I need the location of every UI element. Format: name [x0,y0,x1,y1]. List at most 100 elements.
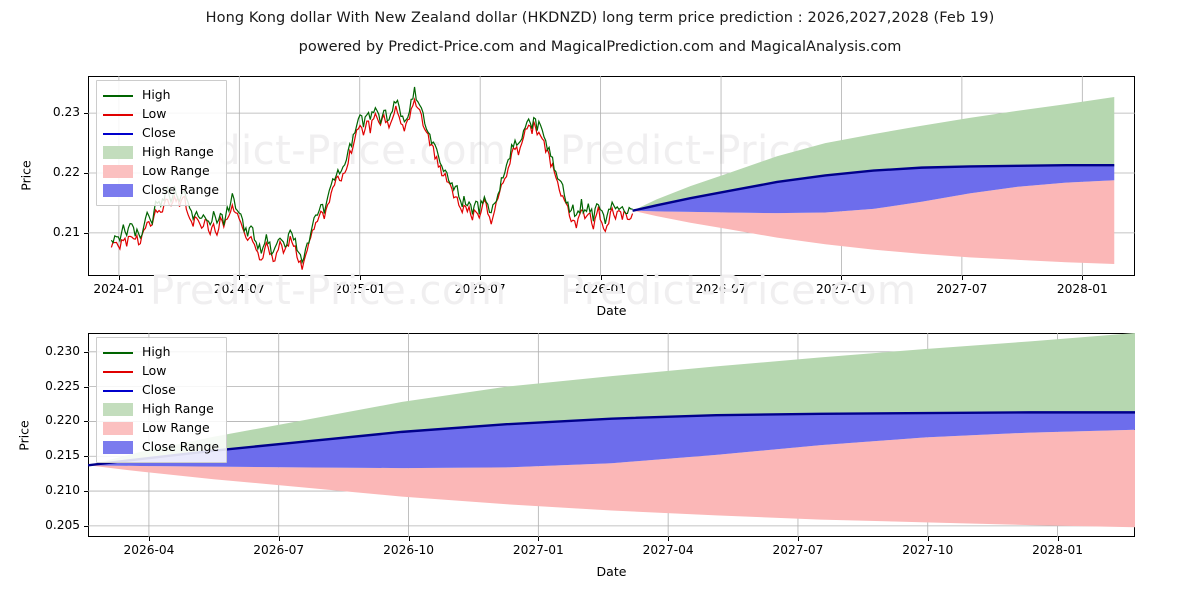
legend-item-label: High Range [142,144,214,160]
legend-item-close[interactable]: Close [103,124,219,143]
top-chart-xtick-mark [118,276,120,280]
top-chart-xtick-mark [841,276,843,280]
high-range-swatch-icon [103,403,133,416]
bottom-chart-xtick-mark [278,537,280,541]
legend-item-label: High [142,87,171,103]
legend-item-low[interactable]: Low [103,362,219,381]
top-chart-xtick-mark [721,276,723,280]
top-chart-xtick-label: 2028-01 [1056,282,1108,296]
bottom-chart-ytick-label: 0.220 [45,413,80,428]
bottom-chart-ytick-mark [84,351,88,353]
bottom-chart-xtick-label: 2027-10 [902,543,954,557]
bottom-chart-xtick-mark [148,537,150,541]
bottom-chart-xlabel: Date [596,564,627,579]
top-chart-xtick-label: 2025-07 [454,282,506,296]
bottom-chart-legend[interactable]: High Low Close High Range Low Range Close Ran… [96,337,227,463]
page-title: Hong Kong dollar With New Zealand dollar… [205,10,995,26]
top-chart-ytick-label: 0.21 [52,224,80,239]
top-chart-xtick-mark [480,276,482,280]
top-chart-xlabel: Date [596,303,627,318]
legend-item-label: Low [142,363,167,379]
high-swatch-icon [103,347,133,359]
bottom-chart-ytick-label: 0.210 [45,483,80,498]
top-chart-xtick-label: 2025-01 [334,282,386,296]
bottom-chart-xtick-label: 2027-04 [642,543,694,557]
bottom-chart-xtick-label: 2026-07 [253,543,305,557]
top-chart-xtick-mark [961,276,963,280]
close-range-swatch-icon [103,184,133,197]
legend-item-close-range[interactable]: Close Range [103,181,219,200]
legend-item-close-range[interactable]: Close Range [103,438,219,457]
legend-item-label: Low [142,106,167,122]
bottom-chart-xtick-mark [668,537,670,541]
high-range-swatch-icon [103,146,133,159]
bottom-chart-ytick-mark [84,456,88,458]
bottom-chart-ytick-label: 0.230 [45,343,80,358]
top-chart-ylabel: Price [18,160,34,191]
legend-item-low-range[interactable]: Low Range [103,162,219,181]
high-swatch-icon [103,90,133,102]
legend-item-high[interactable]: High [103,343,219,362]
top-chart-ytick-mark [84,113,88,115]
legend-item-label: Low Range [142,420,210,436]
top-chart-ytick-label: 0.22 [52,165,80,179]
legend-item-low[interactable]: Low [103,105,219,124]
top-chart-axes [88,76,1135,276]
legend-item-label: Close Range [142,182,219,198]
low-range-swatch-icon [103,165,133,178]
bottom-chart-ytick-label: 0.215 [45,448,80,463]
legend-item-label: High Range [142,401,214,417]
legend-item-low-range[interactable]: Low Range [103,419,219,438]
legend-item-label: Close [142,382,176,398]
bottom-chart-xtick-label: 2026-10 [383,543,434,557]
bottom-chart-ytick-label: 0.225 [45,378,80,393]
bottom-chart-ytick-label: 0.205 [45,517,80,532]
top-chart-xtick-label: 2027-07 [936,282,988,296]
legend-item-high-range[interactable]: High Range [103,400,219,419]
bottom-chart-xtick-mark [927,537,929,541]
top-chart-xtick-label: 2027-01 [815,282,867,296]
low-swatch-icon [103,366,133,378]
bottom-chart-xtick-label: 2026-04 [123,543,175,557]
close-range-swatch-icon [103,441,133,454]
page-subtitle: powered by Predict-Price.com and Magical… [298,39,902,55]
top-chart-xtick-mark [600,276,602,280]
top-chart-ytick-mark [84,232,88,234]
bottom-chart-axes [88,333,1135,537]
top-chart-ytick-label: 0.23 [52,105,80,120]
title-block: Hong Kong dollar With New Zealand dollar… [0,0,1200,55]
close-swatch-icon [103,128,133,140]
top-chart-xtick-mark [1082,276,1084,280]
top-chart-ytick-mark [84,173,88,174]
bottom-chart-xtick-label: 2028-01 [1032,543,1084,557]
bottom-chart-ytick-mark [84,491,88,493]
bottom-chart-ytick-mark [84,386,88,388]
legend-item-label: Close Range [142,439,219,455]
bottom-chart-xtick-label: 2027-01 [512,543,564,557]
legend-item-close[interactable]: Close [103,381,219,400]
bottom-chart-plot [88,333,1135,537]
bottom-chart-xtick-mark [538,537,540,541]
legend-item-high[interactable]: High [103,86,219,105]
legend-item-label: Low Range [142,163,210,179]
low-range-swatch-icon [103,422,133,435]
bottom-chart-ytick-mark [84,421,88,423]
legend-item-label: High [142,344,171,360]
top-chart-legend[interactable]: High Low Close High Range Low Range Close Ran… [96,80,227,206]
close-swatch-icon [103,385,133,397]
legend-item-label: Close [142,125,176,141]
bottom-chart-ylabel: Price [16,420,32,451]
low-swatch-icon [103,109,133,121]
top-chart-xtick-label: 2024-07 [213,282,265,296]
top-chart-xtick-mark [359,276,361,280]
top-chart-xtick-mark [239,276,241,280]
top-chart-xtick-label: 2026-01 [575,282,627,296]
legend-item-high-range[interactable]: High Range [103,143,219,162]
top-chart-xtick-label: 2024-01 [93,282,145,296]
bottom-chart-ytick-mark [84,525,88,527]
top-chart-plot [88,76,1135,276]
bottom-chart-xtick-label: 2027-07 [772,543,824,557]
bottom-chart-xtick-mark [797,537,799,541]
bottom-chart-xtick-mark [1057,537,1059,541]
